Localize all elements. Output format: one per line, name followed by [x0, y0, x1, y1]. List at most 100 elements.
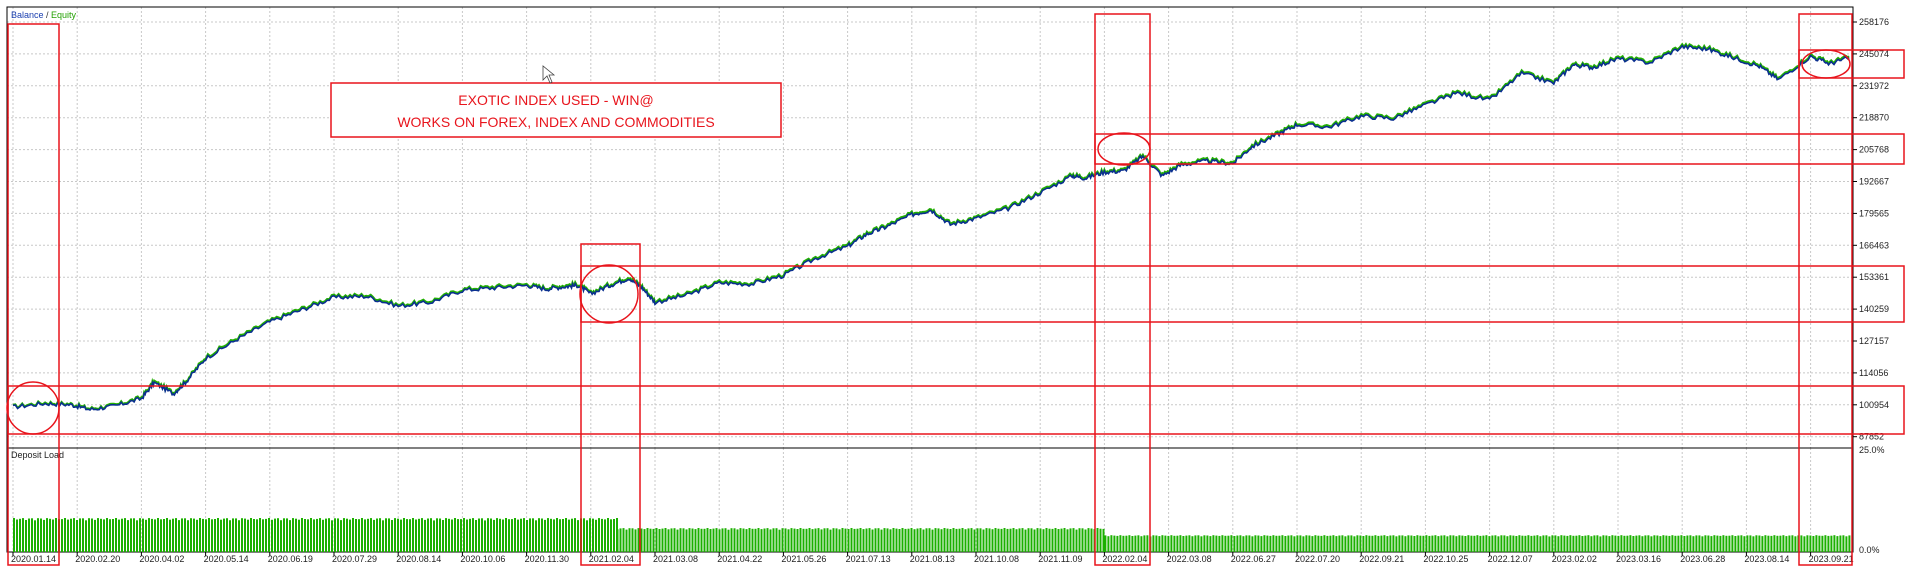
deposit-load-bar — [1194, 535, 1197, 552]
main-grid — [7, 7, 1853, 448]
deposit-load-bar — [772, 528, 775, 552]
deposit-load-bar — [1233, 536, 1236, 552]
deposit-load-bar — [874, 528, 877, 552]
deposit-load-bar — [838, 529, 841, 552]
deposit-load-bar — [1012, 528, 1015, 552]
deposit-load-bar — [364, 519, 366, 552]
deposit-load-bar — [442, 520, 444, 552]
deposit-load-bar — [1245, 535, 1248, 552]
deposit-load-bar — [910, 528, 913, 552]
deposit-load-bar — [760, 529, 763, 552]
deposit-load-bar — [1045, 528, 1048, 552]
deposit-load-bar — [1512, 535, 1515, 552]
deposit-load-bar — [472, 518, 474, 552]
deposit-load-bar — [1467, 535, 1470, 552]
deposit-load-bar — [955, 528, 958, 552]
deposit-load-bar — [685, 529, 688, 552]
deposit-load-bar — [1806, 535, 1809, 552]
deposit-load-bar — [514, 518, 516, 552]
equity-line — [12, 42, 1850, 411]
deposit-load-bar — [124, 518, 126, 552]
deposit-load-bar — [70, 518, 72, 552]
deposit-load-bar — [679, 528, 682, 552]
deposit-load-bar — [1266, 535, 1269, 552]
deposit-load-bar — [781, 528, 784, 552]
deposit-load-bar — [1350, 535, 1353, 552]
x-tick-label: 2021.02.04 — [589, 554, 634, 564]
deposit-load-bar — [1692, 536, 1695, 552]
deposit-load-bar — [607, 518, 609, 552]
deposit-load-bar — [178, 520, 180, 552]
deposit-load-bar — [673, 528, 676, 552]
highlight-row-1 — [7, 385, 1905, 435]
deposit-load-bar — [1323, 535, 1326, 552]
deposit-load-bar — [706, 528, 709, 552]
deposit-load-bar — [964, 529, 967, 552]
deposit-load-bar — [1164, 535, 1167, 552]
deposit-load-bar — [661, 528, 664, 552]
deposit-load-bar — [1638, 535, 1641, 552]
deposit-load-bar — [1848, 535, 1851, 552]
deposit-load-bar — [589, 518, 591, 552]
deposit-load-bar — [832, 528, 835, 552]
deposit-load-bar — [619, 528, 622, 552]
deposit-load-bar — [1075, 529, 1078, 552]
deposit-load-bar — [1311, 536, 1314, 552]
deposit-load-bar — [730, 528, 733, 552]
deposit-load-bar — [292, 518, 294, 552]
deposit-load-bar — [1578, 535, 1581, 552]
deposit-load-bar — [100, 518, 102, 552]
deposit-load-bar — [61, 519, 63, 552]
deposit-load-bar — [571, 518, 573, 552]
x-tick-label: 2020.06.19 — [268, 554, 313, 564]
deposit-load-bar — [1596, 535, 1599, 552]
deposit-load-bar — [769, 529, 772, 552]
deposit-load-bar — [1629, 535, 1632, 552]
deposit-load-bar — [1113, 535, 1116, 552]
deposit-load-bar — [307, 519, 309, 552]
deposit-load-bar — [1623, 535, 1626, 552]
deposit-load-bar — [1683, 536, 1686, 552]
deposit-load-bar — [547, 518, 549, 552]
deposit-load-bar — [1545, 535, 1548, 552]
deposit-load-bar — [1446, 536, 1449, 552]
deposit-load-bar — [901, 528, 904, 552]
deposit-load-bar — [574, 518, 576, 552]
deposit-load-bar — [1368, 535, 1371, 552]
deposit-load-bar — [1407, 535, 1410, 552]
deposit-load-bar — [1761, 536, 1764, 552]
deposit-load-bar — [166, 518, 168, 552]
y-axis-deposit: 25.0% 0.0% — [1859, 445, 1885, 555]
deposit-load-bar — [628, 528, 631, 552]
annotation-line-1: EXOTIC INDEX USED - WIN@ — [458, 92, 653, 108]
deposit-load-bar — [385, 518, 387, 552]
deposit-load-bar — [394, 518, 396, 552]
y-tick-label: 127157 — [1859, 336, 1889, 346]
deposit-load-bar — [709, 529, 712, 552]
deposit-load-bar — [1173, 535, 1176, 552]
deposit-load-bar — [22, 518, 24, 552]
deposit-load-bar — [1698, 535, 1701, 552]
deposit-load-bar — [1728, 535, 1731, 552]
deposit-load-bar — [1620, 535, 1623, 552]
deposit-load-bar — [31, 518, 33, 552]
x-tick-label: 2020.08.14 — [396, 554, 441, 564]
deposit-load-bar — [1084, 529, 1087, 552]
deposit-load-bar — [85, 520, 87, 552]
deposit-load-bar — [949, 529, 952, 552]
deposit-load-bar — [853, 528, 856, 552]
deposit-load-bar — [484, 520, 486, 552]
deposit-load-bar — [1575, 535, 1578, 552]
deposit-load-bar — [1569, 535, 1572, 552]
x-tick-label: 2022.09.21 — [1359, 554, 1404, 564]
deposit-load-bar — [1581, 536, 1584, 552]
deposit-load-bar — [1587, 535, 1590, 552]
deposit-load-bar — [1425, 535, 1428, 552]
deposit-load-bar — [1842, 535, 1845, 552]
deposit-load-bar — [1845, 536, 1848, 552]
deposit-load-bar — [1449, 535, 1452, 552]
deposit-load-bar — [1389, 535, 1392, 552]
deposit-load-bar — [1263, 535, 1266, 552]
deposit-load-bar — [145, 519, 147, 552]
deposit-load-bar — [1317, 535, 1320, 552]
